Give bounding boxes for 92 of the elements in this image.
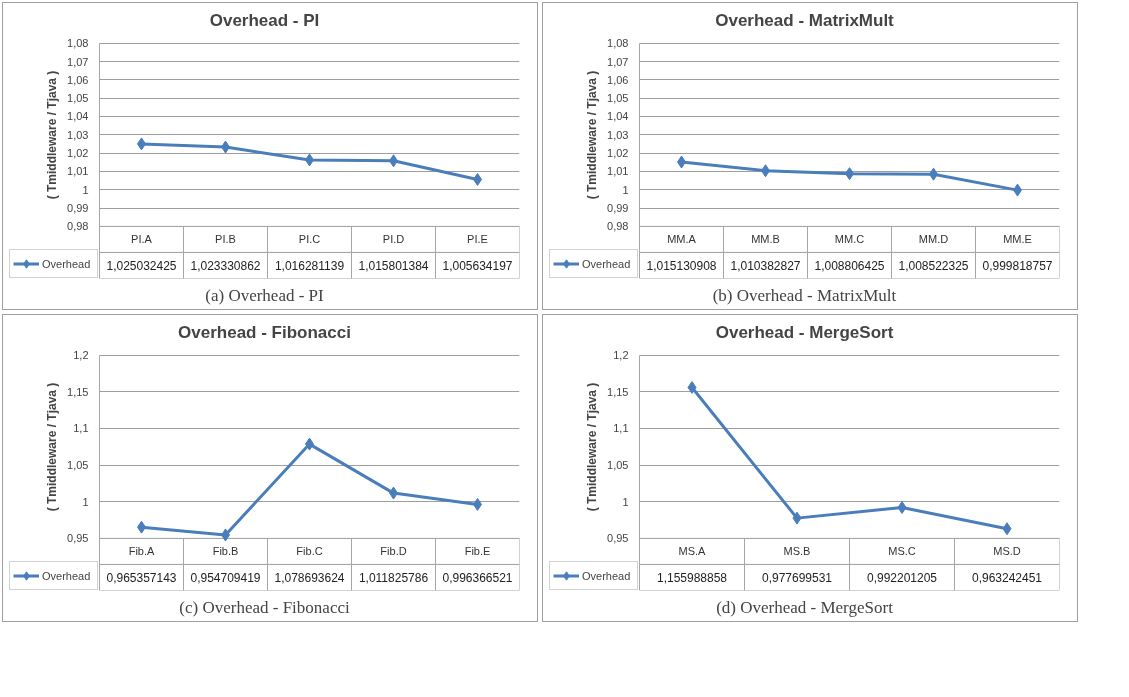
y-tick-label: 1 (82, 495, 89, 508)
data-label: 1,010382827 (730, 258, 801, 273)
y-tick-label: 1 (82, 183, 89, 196)
text: (b) Overhead - MatrixMult (712, 285, 897, 305)
data-label: 1,005634197 (442, 258, 513, 273)
chart-title: Overhead - PI (209, 10, 320, 30)
y-tick-label: 1,04 (67, 110, 89, 123)
y-axis-title: ( Tmiddleware / Tjava ) (585, 382, 600, 512)
text: (a) Overhead - PI (205, 285, 325, 305)
y-tick-label: 1,03 (607, 128, 629, 141)
x-tick-label: Fib.B (212, 545, 239, 558)
data-label: 1,015130908 (646, 258, 717, 273)
y-tick-label: 1,1 (613, 422, 629, 435)
y-tick-label: 1 (622, 495, 629, 508)
data-label: 0,996366521 (442, 570, 513, 585)
y-tick-label: 1,04 (607, 110, 629, 123)
x-tick-label: PI.C (298, 233, 321, 246)
point (792, 511, 802, 525)
y-tick-label: 0,95 (607, 532, 629, 545)
text: (d) Overhead - MergeSort (716, 597, 894, 617)
legend-label: Overhead (582, 256, 632, 272)
chart-title: Overhead - Fibonacci (178, 322, 351, 342)
x-tick-label: MM.E (1003, 233, 1032, 246)
data-label: 1,016281139 (274, 258, 345, 273)
y-tick-label: 1,01 (607, 165, 629, 178)
legend-label: Overhead (42, 256, 92, 272)
y-tick-label: 1,2 (73, 349, 89, 362)
x-tick-label: MM.D (918, 233, 949, 246)
y-tick-label: 1,07 (67, 55, 89, 68)
data-label: 0,965357143 (106, 570, 177, 585)
y-tick-label: 1,05 (67, 92, 89, 105)
x-tick-label: MM.C (834, 233, 865, 246)
y-tick-label: 1 (622, 183, 629, 196)
y-tick-label: 0,98 (607, 220, 629, 233)
data-label: 0,992201205 (866, 570, 938, 585)
y-tick-label: 1,15 (607, 385, 629, 398)
x-tick-label: MM.A (667, 233, 697, 246)
y-tick-label: 0,99 (67, 202, 89, 215)
y-tick-label: 1,03 (67, 128, 89, 141)
y-tick-label: 1,05 (67, 459, 89, 472)
y-tick-label: 1,15 (67, 385, 89, 398)
x-tick-label: PI.B (215, 233, 236, 246)
data-label: 0,999818757 (982, 258, 1053, 273)
y-tick-label: 1,02 (607, 147, 629, 160)
y-axis-title: ( Tmiddleware / Tjava ) (45, 70, 60, 200)
y-tick-label: 1,02 (67, 147, 89, 160)
chart-title: Overhead - MatrixMult (715, 10, 895, 30)
data-label: 0,977699531 (761, 570, 833, 585)
x-tick-label: MS.C (888, 545, 916, 558)
data-label: 0,963242451 (971, 570, 1043, 585)
legend-label: Overhead (42, 568, 92, 584)
point (897, 500, 907, 514)
point (687, 380, 697, 394)
x-tick-label: PI.E (467, 233, 488, 246)
x-tick-label: MS.D (993, 545, 1021, 558)
y-tick-label: 0,95 (67, 532, 89, 545)
data-label: 1,023330862 (190, 258, 261, 273)
data-label: 1,155988858 (656, 570, 728, 585)
y-tick-label: 1,08 (67, 37, 89, 50)
y-tick-label: 1,07 (607, 55, 629, 68)
data-label: 1,015801384 (358, 258, 429, 273)
x-tick-label: PI.D (382, 233, 405, 246)
y-tick-label: 1,2 (613, 349, 629, 362)
y-tick-label: 1,1 (73, 422, 89, 435)
y-tick-label: 1,05 (607, 459, 629, 472)
y-tick-label: 1,06 (67, 73, 89, 86)
y-tick-label: 1,06 (607, 73, 629, 86)
text: (c) Overhead - Fibonacci (179, 597, 350, 617)
y-tick-label: 1,08 (607, 37, 629, 50)
x-tick-label: MS.B (783, 545, 811, 558)
point (1002, 522, 1012, 536)
y-axis-title: ( Tmiddleware / Tjava ) (45, 382, 60, 512)
x-tick-label: Fib.A (128, 545, 155, 558)
data-label: 1,011825786 (358, 570, 429, 585)
data-label: 1,078693624 (274, 570, 345, 585)
data-label: 1,008806425 (814, 258, 885, 273)
legend-label: Overhead (582, 568, 632, 584)
y-tick-label: 1,01 (67, 165, 89, 178)
chart-title: Overhead - MergeSort (715, 322, 894, 342)
data-label: 0,954709419 (190, 570, 261, 585)
x-tick-label: MS.A (678, 545, 707, 558)
y-tick-label: 0,99 (607, 202, 629, 215)
x-tick-label: Fib.D (380, 545, 407, 558)
y-tick-label: 1,05 (607, 92, 629, 105)
data-label: 1,025032425 (106, 258, 177, 273)
x-tick-label: MM.B (751, 233, 780, 246)
x-tick-label: Fib.E (464, 545, 491, 558)
y-axis-title: ( Tmiddleware / Tjava ) (585, 70, 600, 200)
x-tick-label: PI.A (131, 233, 153, 246)
y-tick-label: 0,98 (67, 220, 89, 233)
x-tick-label: Fib.C (296, 545, 323, 558)
data-label: 1,008522325 (898, 258, 969, 273)
